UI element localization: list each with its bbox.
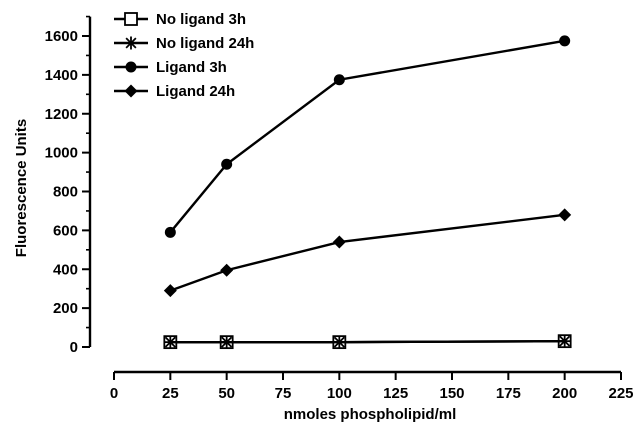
legend-label: No ligand 24h (156, 35, 254, 52)
data-point (332, 335, 346, 349)
series-asterisk (163, 334, 572, 349)
legend-label: Ligand 24h (156, 83, 235, 100)
x-tick-label: 225 (608, 385, 633, 402)
x-tick-label: 200 (552, 385, 577, 402)
x-tick-label: 50 (218, 385, 235, 402)
legend: No ligand 3h No ligand 24h Ligand 3h Ligand… (114, 11, 254, 100)
legend-item: Ligand 3h (114, 59, 227, 76)
legend-label: No ligand 3h (156, 11, 246, 28)
series-line (169, 39, 565, 234)
x-tick-label: 25 (162, 385, 179, 402)
y-axis-title: Fluorescence Units (13, 119, 30, 257)
y-tick-label: 1600 (45, 28, 78, 45)
y-tick-label: 1200 (45, 106, 78, 123)
x-axis: 0 25 50 75 100 125 150 175 200 225 (110, 370, 634, 402)
data-point (164, 226, 176, 238)
x-axis-title: nmoles phospholipid/ml (284, 406, 457, 423)
legend-item: No ligand 3h (114, 11, 246, 28)
series-line (169, 213, 565, 292)
legend-marker (124, 36, 138, 50)
x-tick-label: 75 (275, 385, 292, 402)
data-point (221, 158, 233, 170)
y-tick-label: 200 (53, 300, 78, 317)
x-tick-label: 0 (110, 385, 118, 402)
data-point (163, 284, 177, 298)
legend-marker (125, 61, 137, 73)
y-tick-label: 600 (53, 222, 78, 239)
data-point (559, 35, 571, 47)
x-tick-label: 125 (383, 385, 408, 402)
data-point (333, 74, 345, 86)
y-axis: 0 200 400 600 800 1000 1200 1400 1600 (45, 15, 92, 356)
legend-item: Ligand 24h (114, 83, 235, 100)
y-tick-label: 1000 (45, 145, 78, 162)
data-point (220, 335, 234, 349)
series-circle-filled (164, 35, 571, 238)
y-tick-label: 1400 (45, 67, 78, 84)
y-tick-label: 800 (53, 184, 78, 201)
x-tick-label: 175 (496, 385, 521, 402)
series-line (170, 339, 565, 344)
data-point (558, 334, 572, 348)
plot-area (163, 35, 572, 350)
x-tick-label: 150 (439, 385, 464, 402)
data-point (332, 235, 346, 249)
data-point (220, 263, 234, 277)
legend-label: Ligand 3h (156, 59, 227, 76)
series-diamond-filled (163, 208, 572, 298)
data-point (163, 335, 177, 349)
x-tick-label: 100 (327, 385, 352, 402)
y-tick-label: 0 (70, 339, 78, 356)
legend-marker (124, 12, 138, 26)
data-point (558, 208, 572, 222)
legend-marker (124, 84, 138, 98)
legend-item: No ligand 24h (114, 35, 254, 52)
y-tick-label: 400 (53, 261, 78, 278)
